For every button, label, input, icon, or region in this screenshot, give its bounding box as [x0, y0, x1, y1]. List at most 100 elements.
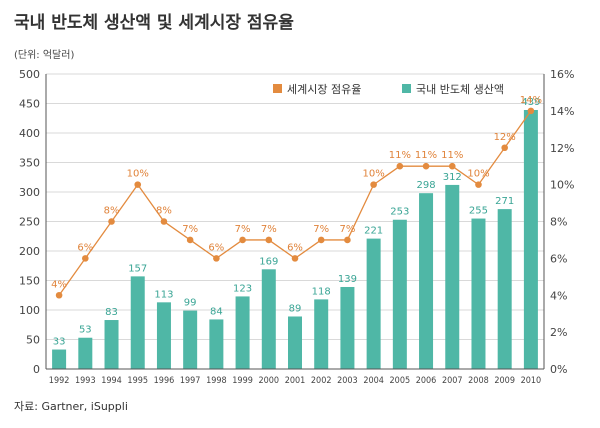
legend: 세계시장 점유율 국내 반도체 생산액 [273, 83, 504, 96]
x-axis-tick-label: 1995 [127, 376, 148, 386]
bar [288, 316, 302, 369]
bar [130, 276, 145, 369]
bar [78, 337, 93, 369]
left-axis-tick-label: 0 [33, 363, 40, 376]
bar [497, 209, 512, 369]
line-point [344, 236, 351, 244]
source-note: 자료: Gartner, iSuppli [14, 400, 128, 413]
left-axis-tick-label: 350 [19, 157, 40, 170]
line-value-label: 10% [363, 169, 385, 180]
line-value-label: 4% [51, 279, 67, 290]
x-axis-tick-label: 2001 [285, 376, 306, 386]
line-value-label: 11% [415, 150, 437, 161]
line-point [422, 162, 430, 170]
line-value-label: 6% [208, 242, 224, 253]
bar-value-label: 312 [443, 172, 462, 183]
line-value-label: 7% [182, 224, 198, 235]
legend-label-bar: 국내 반도체 생산액 [416, 83, 504, 96]
bar [104, 320, 119, 369]
x-axis-tick-label: 1996 [154, 376, 175, 386]
line-point [160, 218, 168, 225]
line-point [501, 144, 508, 152]
line-value-label: 11% [389, 150, 411, 161]
bar-value-label: 33 [53, 337, 66, 348]
legend-swatch-line [273, 84, 282, 93]
bar-value-label: 169 [259, 256, 278, 267]
right-axis-tick-label: 14% [550, 105, 574, 118]
line-value-label: 6% [77, 242, 93, 253]
bar [235, 296, 250, 369]
x-axis-tick-label: 2009 [494, 376, 515, 386]
data-labels: 33 53 83 157 113 99 84 123 169 89 118 139 221 253 298 3… [51, 95, 542, 348]
bar-value-label: 253 [390, 207, 409, 218]
bar [419, 193, 434, 369]
x-axis-tick-label: 1992 [49, 376, 70, 386]
line-point [396, 162, 404, 170]
line-series [55, 107, 535, 299]
bar [156, 302, 171, 369]
bar [523, 109, 538, 370]
left-axis-tick-label: 500 [19, 68, 40, 81]
right-axis-tick-label: 4% [550, 289, 567, 302]
bar [183, 310, 198, 369]
x-axis-tick-label: 1993 [75, 376, 96, 386]
line-value-label: 12% [494, 132, 516, 143]
left-axis-tick-label: 150 [19, 275, 40, 288]
legend-swatch-bar [402, 84, 411, 93]
line-point [186, 236, 194, 244]
bar [471, 218, 486, 369]
right-axis-tick-label: 12% [550, 142, 574, 155]
left-axis-tick-label: 450 [19, 98, 40, 111]
x-axis-tick-label: 2008 [468, 376, 489, 386]
bar-value-label: 139 [338, 274, 357, 285]
x-axis-tick-label: 2010 [521, 376, 542, 386]
line-value-label: 14% [520, 95, 542, 106]
chart-title: 국내 반도체 생산액 및 세계시장 점유율 [14, 13, 294, 33]
legend-label-line: 세계시장 점유율 [287, 83, 361, 96]
right-axis-tick-label: 8% [550, 216, 567, 229]
line-point [475, 181, 482, 188]
line-point [55, 291, 63, 299]
bar [209, 319, 224, 369]
right-axis-tick-label: 6% [550, 252, 567, 265]
line-point [448, 162, 456, 170]
bar [445, 184, 460, 369]
line-point [213, 255, 220, 262]
line-value-label: 10% [127, 169, 149, 180]
bar [52, 349, 67, 369]
line-point [239, 236, 246, 244]
bar-series [52, 109, 538, 370]
line-value-label: 10% [467, 169, 489, 180]
axes: 0 50 100 150 200 250 300 350 400 450 500 0% 2% 4% 6% 8%… [19, 68, 574, 386]
left-axis-tick-label: 100 [19, 304, 40, 317]
bar-value-label: 89 [289, 303, 302, 314]
bar-value-label: 53 [79, 325, 92, 336]
right-axis-tick-label: 16% [550, 68, 574, 81]
bar-value-label: 157 [128, 263, 147, 274]
x-axis-tick-label: 1997 [180, 376, 201, 386]
line-point [291, 255, 299, 262]
left-axis-tick-label: 400 [19, 127, 40, 140]
line-point [527, 107, 535, 115]
left-axis-tick-label: 250 [19, 216, 40, 229]
x-axis-tick-label: 2005 [390, 376, 411, 386]
x-axis-tick-label: 2004 [363, 376, 384, 386]
bar-value-label: 118 [312, 286, 331, 297]
x-axis-tick-label: 1994 [101, 376, 122, 386]
bar-value-label: 84 [210, 306, 223, 317]
line-point [108, 218, 115, 225]
left-axis-tick-label: 300 [19, 186, 40, 199]
bar-value-label: 271 [495, 196, 514, 207]
line-value-label: 8% [156, 206, 172, 217]
line-value-label: 7% [339, 224, 355, 235]
bar-value-label: 255 [469, 206, 488, 217]
x-axis-tick-label: 2003 [337, 376, 358, 386]
bar-value-label: 123 [233, 283, 252, 294]
line-value-label: 6% [287, 242, 303, 253]
line-value-label: 7% [235, 224, 251, 235]
bar [314, 299, 329, 369]
x-axis-tick-label: 1999 [232, 376, 253, 386]
line-value-label: 8% [104, 206, 120, 217]
x-axis-tick-label: 1998 [206, 376, 227, 386]
